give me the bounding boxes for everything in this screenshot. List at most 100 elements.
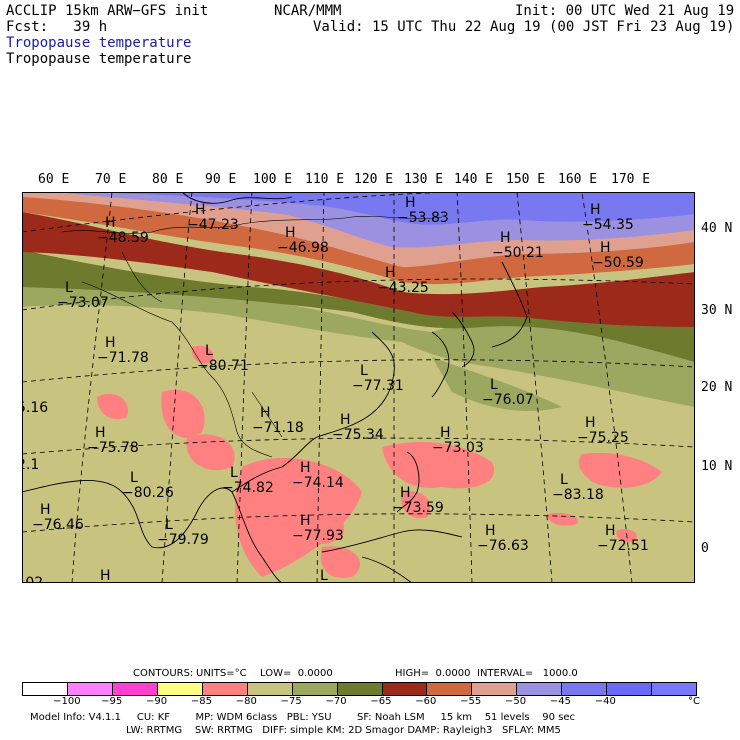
low-marker: L [560,472,568,488]
extremum-value: −73.03 [432,440,484,456]
extremum-value: −72.51 [597,538,649,554]
extremum-value: −71.78 [97,350,149,366]
extremum-value: −76.46 [32,517,84,533]
high-marker: H [300,460,311,476]
high-marker: H [500,230,511,246]
longitude-label: 150 E [506,172,546,187]
colorbar-tick-label: −50 [504,696,527,707]
model-title: ACCLIP 15km ARW−GFS init [6,3,209,19]
high-marker: H [405,195,416,211]
olive-band [22,264,695,407]
high-marker: H [605,523,616,539]
high-marker: H [260,405,271,421]
dark-olive-band [22,250,695,362]
latitude-label: 40 N [701,221,733,236]
longitude-label: 70 E [95,172,127,187]
low-marker: L [205,343,213,359]
high-marker: H [100,568,111,583]
extremum-value: −47.23 [187,217,239,233]
colorbar-tick-label: −90 [146,696,168,707]
interval-label: INTERVAL= 1000.0 [477,668,578,679]
colorbar-tick-label: −85 [190,696,213,707]
colorbar-tick-label: −95 [101,696,123,707]
colorbar-swatch [607,683,653,695]
extremum-value: −53.83 [397,210,449,226]
extremum-value: −80.71 [197,358,249,374]
colorbar-tick-label: −65 [370,696,392,707]
high-marker: H [95,425,106,441]
extremum-value: −79.79 [157,532,209,548]
latitude-label: 30 N [701,303,733,318]
colorbar-swatch [23,683,68,695]
colorbar [22,682,697,696]
high-marker: H [195,202,206,218]
colorbar-tick-label: −45 [549,696,571,707]
model-info-line2: LW: RRTMG SW: RRTMG DIFF: simple KM: 2D … [126,725,561,736]
longitude-label: 160 E [558,172,598,187]
institution: NCAR/MMM [274,3,342,19]
colorbar-unit: °C [688,696,700,707]
colorbar-swatch [247,683,293,695]
extremum-value: −75.34 [332,427,384,443]
colorbar-swatch [157,683,203,695]
forecast-hour: Fcst: 39 h [6,19,108,35]
high-marker: H [40,502,51,518]
colorbar-tick-label: −55 [460,696,482,707]
high-marker: H [385,265,396,281]
extremum-value: −48.59 [97,230,149,246]
colorbar-tick-label: −100 [53,696,81,707]
colorbar-tick-label: −60 [415,696,437,707]
lat-lon-grid [22,192,695,583]
colorbar-swatch [202,683,248,695]
colorbar-swatch [562,683,608,695]
field-title-shaded: Tropopause temperature [6,35,192,51]
high-marker: H [300,513,311,529]
extremum-value: −77.93 [292,528,344,544]
country-borders [61,216,443,458]
longitude-label: 100 E [253,172,293,187]
longitude-label: 90 E [205,172,237,187]
high-marker: H [285,225,296,241]
extremum-value: −74.82 [222,480,274,496]
colorbar-tick-label: −80 [235,696,257,707]
latitude-label: 20 N [701,380,733,395]
low-marker: L [360,363,368,379]
colorbar-swatch [472,683,518,695]
high-marker: H [485,523,496,539]
extremum-value: 2.1 [22,457,39,473]
extremum-value: −76.07 [482,392,534,408]
extremum-value: 5.16 [22,400,48,416]
low-marker: L [165,517,173,533]
extremum-value: −74.14 [292,475,344,491]
extremum-value: −73.59 [392,500,444,516]
colorbar-swatch [67,683,113,695]
extremum-value: −77.31 [352,378,404,394]
longitude-label: 80 E [152,172,184,187]
low-marker: L [230,465,238,481]
colorbar-swatch [112,683,158,695]
contours-label: CONTOURS: [133,668,194,679]
field-title-contour: Tropopause temperature [6,51,192,67]
extremum-value: −80.26 [122,485,174,501]
longitude-label: 170 E [611,172,651,187]
longitude-label: 110 E [305,172,345,187]
units-label: UNITS=°C [196,668,247,679]
extremum-value: −50.59 [592,255,644,271]
colorbar-tick-label: −40 [594,696,616,707]
high-marker: H [105,335,116,351]
valid-time: Valid: 15 UTC Thu 22 Aug 19 (00 JST Fri … [313,19,735,35]
latitude-label: 10 N [701,459,733,474]
coastlines [22,192,528,583]
init-time: Init: 00 UTC Wed 21 Aug 19 [515,3,735,19]
low-marker: L [65,280,73,296]
model-info-line1: Model Info: V4.1.1 CU: KF MP: WDM 6class… [30,712,576,723]
longitude-label: 120 E [354,172,394,187]
colorbar-tick-label: −75 [280,696,302,707]
colorbar-swatch [652,683,697,695]
longitude-label: 60 E [38,172,70,187]
high-marker: H [585,415,596,431]
colorbar-swatch [517,683,563,695]
high-marker: H [440,425,451,441]
high-label: HIGH= 0.0000 [395,668,471,679]
low-marker: L [490,377,498,393]
